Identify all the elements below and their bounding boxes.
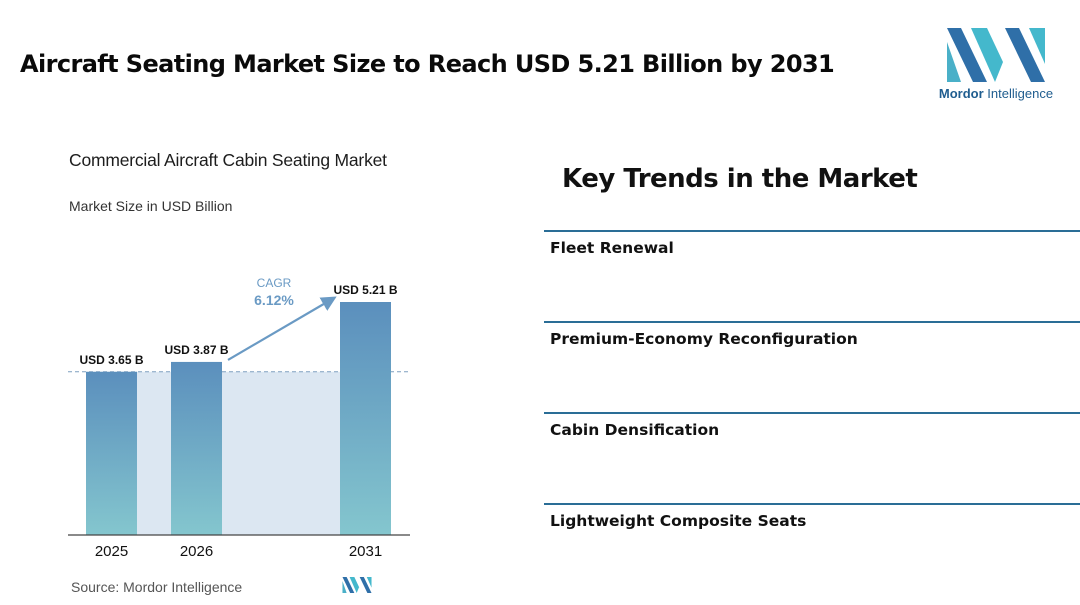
data-label-2026: USD 3.87 B (164, 343, 228, 357)
chart-source: Source: Mordor Intelligence (71, 579, 243, 595)
cagr-label: CAGR (257, 276, 292, 290)
cagr-value: 6.12% (254, 292, 294, 308)
bar-2025 (86, 371, 137, 535)
logo-wordmark: Mordor Intelligence (938, 86, 1054, 101)
x-tick-label-2026: 2026 (180, 543, 213, 560)
trend-item: Cabin Densification (544, 412, 1080, 503)
bar-chart: USD 3.65 B 2025 USD 3.87 B 2026 USD 5.21 B 20… (68, 276, 410, 560)
x-tick-label-2025: 2025 (95, 543, 128, 560)
trend-label: Premium-Economy Reconfiguration (550, 330, 858, 348)
trend-item: Fleet Renewal (544, 230, 1080, 321)
bar-2026 (171, 361, 222, 535)
mordor-small-logo-icon (342, 577, 372, 593)
bar-2031 (340, 302, 391, 535)
chart-title: Commercial Aircraft Cabin Seating Market (69, 150, 387, 170)
key-trends-list: Fleet Renewal Premium-Economy Reconfigur… (544, 230, 1080, 594)
trend-item: Lightweight Composite Seats (544, 503, 1080, 594)
trend-item: Premium-Economy Reconfiguration (544, 321, 1080, 412)
mordor-logo-icon (947, 28, 1045, 82)
brand-logo: Mordor Intelligence (935, 28, 1057, 108)
trend-label: Lightweight Composite Seats (550, 512, 807, 530)
key-trends-title: Key Trends in the Market (562, 164, 918, 194)
data-label-2031: USD 5.21 B (333, 283, 397, 297)
x-tick-label-2031: 2031 (349, 543, 382, 560)
trend-label: Cabin Densification (550, 421, 720, 439)
page-headline: Aircraft Seating Market Size to Reach US… (20, 50, 835, 78)
data-label-2025: USD 3.65 B (79, 353, 143, 367)
trend-label: Fleet Renewal (550, 239, 674, 257)
chart-subtitle: Market Size in USD Billion (69, 198, 233, 214)
cagr-arrow (227, 296, 337, 361)
